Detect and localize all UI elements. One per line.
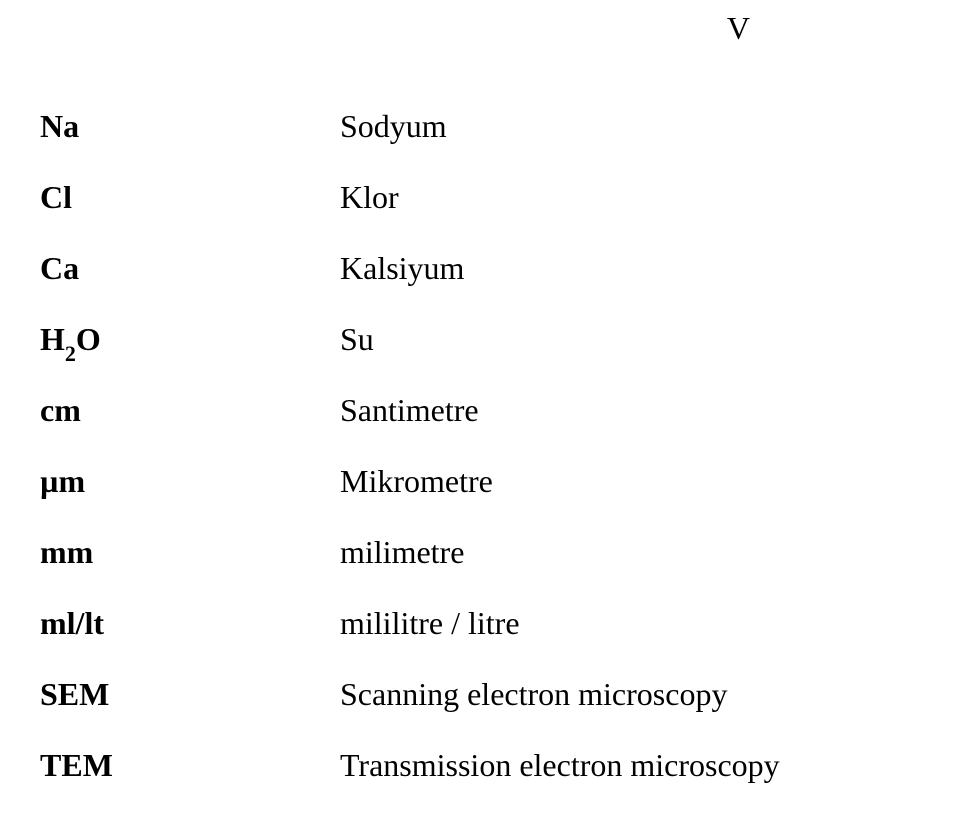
abbr-cell: Ca <box>40 250 340 287</box>
abbr-cell: mm <box>40 534 340 571</box>
abbr-cell: H2O <box>40 321 340 363</box>
defn-cell: Su <box>340 321 374 358</box>
table-row: TEM Transmission electron microscopy <box>40 747 780 818</box>
abbr-cell: Na <box>40 108 340 145</box>
defn-cell: mililitre / litre <box>340 605 520 642</box>
defn-cell: Sodyum <box>340 108 447 145</box>
abbr-cell: cm <box>40 392 340 429</box>
table-row: cm Santimetre <box>40 392 780 463</box>
abbr-part: H <box>40 321 65 357</box>
page-number: V <box>727 10 750 47</box>
defn-cell: Santimetre <box>340 392 479 429</box>
table-row: Cl Klor <box>40 179 780 250</box>
table-row: µm Mikrometre <box>40 463 780 534</box>
abbr-cell: Cl <box>40 179 340 216</box>
abbr-cell: µm <box>40 463 340 500</box>
defn-cell: Transmission electron microscopy <box>340 747 780 784</box>
table-row: Ca Kalsiyum <box>40 250 780 321</box>
abbr-part: O <box>76 321 101 357</box>
table-row: H2O Su <box>40 321 780 392</box>
table-row: mm milimetre <box>40 534 780 605</box>
defn-cell: Mikrometre <box>340 463 493 500</box>
document-page: V Na Sodyum Cl Klor Ca Kalsiyum H2O Su c… <box>0 0 960 818</box>
defn-cell: milimetre <box>340 534 464 571</box>
table-row: SEM Scanning electron microscopy <box>40 676 780 747</box>
abbr-cell: ml/lt <box>40 605 340 642</box>
table-row: Na Sodyum <box>40 108 780 179</box>
table-row: ml/lt mililitre / litre <box>40 605 780 676</box>
abbr-subscript: 2 <box>65 341 76 366</box>
abbr-cell: SEM <box>40 676 340 713</box>
abbreviation-table: Na Sodyum Cl Klor Ca Kalsiyum H2O Su cm … <box>40 108 780 818</box>
defn-cell: Scanning electron microscopy <box>340 676 727 713</box>
abbr-cell: TEM <box>40 747 340 784</box>
defn-cell: Kalsiyum <box>340 250 464 287</box>
defn-cell: Klor <box>340 179 399 216</box>
